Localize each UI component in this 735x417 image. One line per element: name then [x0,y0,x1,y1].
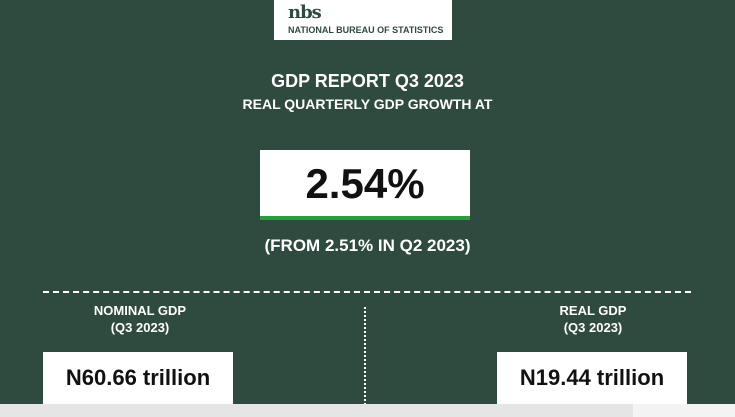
real-gdp-box: N19.44 trillion [497,352,687,404]
page-title: GDP REPORT Q3 2023 [271,71,464,91]
real-gdp-value: N19.44 trillion [519,365,665,390]
nominal-gdp-period: (Q3 2023) [110,320,170,335]
real-gdp-heading: REAL GDP (Q3 2023) [518,302,668,336]
bottom-strip [0,404,735,417]
growth-rate-value: 2.54% [305,160,425,207]
logo-org-name: NATIONAL BUREAU OF STATISTICS [288,25,444,35]
vertical-divider [364,307,366,417]
page-subtitle: REAL QUARTERLY GDP GROWTH AT [242,96,493,112]
bottom-strip-patch [633,404,735,417]
nbs-logo: nbs NATIONAL BUREAU OF STATISTICS [274,0,452,40]
growth-comparison: (FROM 2.51% IN Q2 2023) [264,236,471,255]
real-gdp-label: REAL GDP [559,303,627,318]
logo-mark: nbs [288,2,322,23]
horizontal-divider [43,291,691,293]
nominal-gdp-heading: NOMINAL GDP (Q3 2023) [65,302,215,336]
real-gdp-period: (Q3 2023) [563,320,623,335]
growth-rate-box: 2.54% [260,150,470,220]
nominal-gdp-box: N60.66 trillion [43,352,233,404]
nominal-gdp-label: NOMINAL GDP [93,303,187,318]
nominal-gdp-value: N60.66 trillion [65,365,211,390]
